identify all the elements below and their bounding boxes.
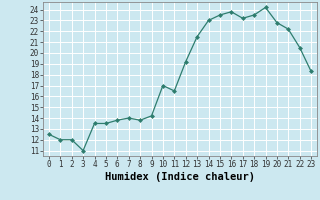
X-axis label: Humidex (Indice chaleur): Humidex (Indice chaleur) <box>105 172 255 182</box>
